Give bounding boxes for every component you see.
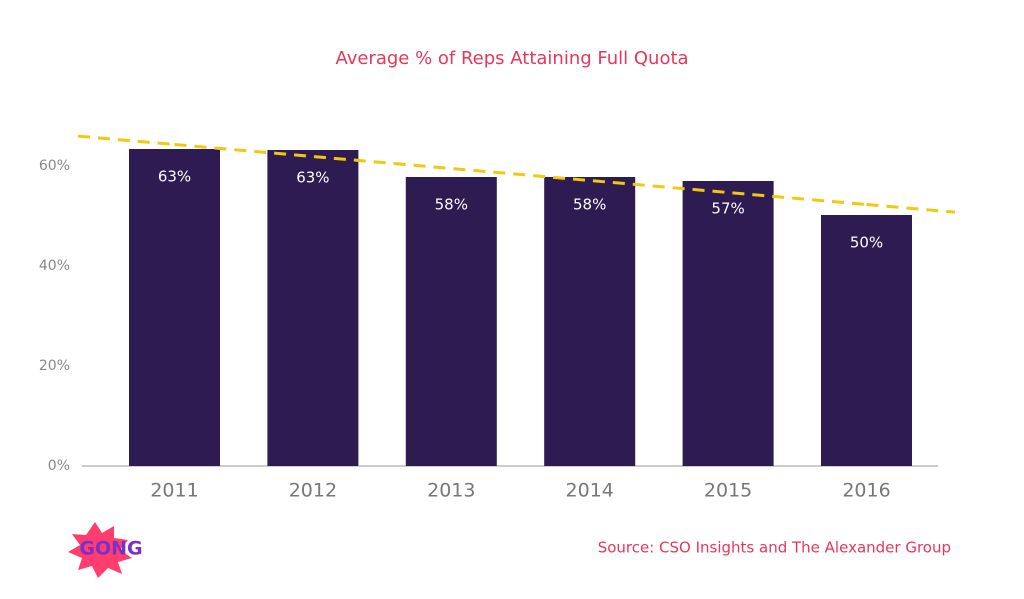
value-label: 58% (573, 196, 606, 214)
y-tick-label: 60% (39, 158, 70, 174)
trend-line (174, 143, 867, 206)
x-tick-label: 2014 (566, 480, 614, 502)
y-tick-label: 40% (39, 258, 70, 274)
value-label: 50% (850, 234, 883, 252)
bar (129, 149, 220, 466)
x-tick-label: 2016 (842, 480, 890, 502)
trend-extension (866, 203, 956, 214)
x-tick-label: 2013 (427, 480, 475, 502)
chart-title: Average % of Reps Attaining Full Quota (335, 48, 688, 69)
y-tick-label: 20% (39, 358, 70, 374)
source: Source: CSO Insights and The Alexander G… (598, 539, 951, 557)
bar (267, 150, 359, 466)
trend-extension (77, 134, 175, 146)
y-tick-label: 0% (48, 458, 70, 474)
logo-burst (68, 522, 132, 578)
bar (405, 177, 497, 466)
x-tick-label: 2015 (704, 480, 752, 502)
x-tick-label: 2011 (150, 480, 198, 502)
value-label: 57% (711, 200, 744, 218)
value-label: 58% (435, 196, 468, 214)
value-label: 63% (296, 169, 329, 187)
bar (821, 215, 912, 466)
bar (544, 177, 636, 466)
logo: GONG (79, 538, 142, 560)
bar (682, 181, 774, 466)
x-tick-label: 2012 (289, 480, 337, 502)
value-label: 63% (158, 168, 191, 186)
